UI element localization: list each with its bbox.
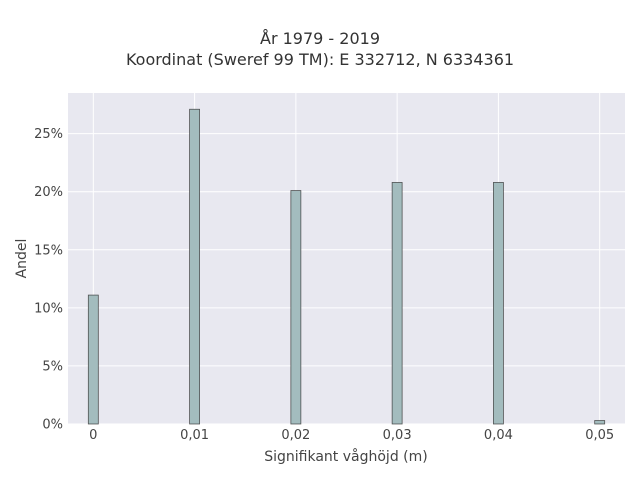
y-axis-label: Andel (14, 239, 30, 279)
y-tick-label: 10% (34, 301, 63, 316)
histogram-bar (290, 190, 302, 425)
histogram-bar (189, 108, 200, 425)
histogram-bar (87, 294, 99, 425)
x-tick-label: 0,05 (585, 428, 614, 443)
x-tick-label: 0 (89, 428, 97, 443)
y-tick-label: 25% (34, 127, 63, 142)
histogram-bar (594, 420, 606, 425)
x-tick-label: 0,02 (281, 428, 310, 443)
plot-background (68, 93, 625, 424)
y-tick-label: 15% (34, 243, 63, 258)
histogram-bar (493, 182, 504, 425)
chart-title: År 1979 - 2019 (260, 29, 380, 48)
y-tick-label: 0% (42, 418, 63, 433)
chart-subtitle: Koordinat (Sweref 99 TM): E 332712, N 63… (125, 50, 515, 69)
x-tick-label: 0,04 (484, 428, 513, 443)
x-tick-label: 0,03 (383, 428, 412, 443)
y-tick-label: 5% (42, 359, 63, 374)
x-tick-label: 0,01 (180, 428, 209, 443)
x-axis-label: Signifikant våghöjd (m) (264, 448, 427, 465)
histogram-bar (391, 182, 403, 425)
y-tick-label: 20% (34, 185, 63, 200)
